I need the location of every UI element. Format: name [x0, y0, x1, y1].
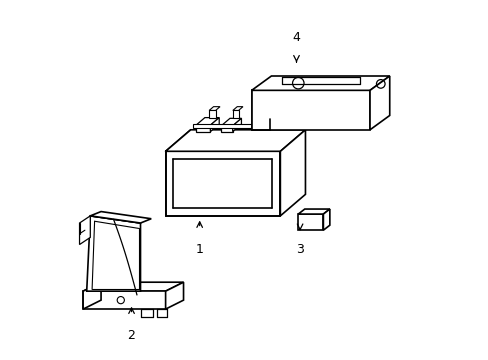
- Polygon shape: [251, 90, 369, 130]
- Polygon shape: [369, 76, 389, 130]
- Polygon shape: [232, 118, 241, 132]
- Polygon shape: [280, 130, 305, 216]
- Polygon shape: [83, 282, 101, 309]
- Polygon shape: [165, 151, 280, 216]
- Polygon shape: [165, 130, 305, 151]
- Polygon shape: [80, 216, 90, 244]
- Text: 3: 3: [296, 243, 304, 256]
- Polygon shape: [83, 291, 165, 309]
- Polygon shape: [298, 214, 323, 230]
- Polygon shape: [209, 107, 220, 111]
- Polygon shape: [298, 209, 329, 214]
- Polygon shape: [165, 282, 183, 309]
- Polygon shape: [86, 216, 140, 291]
- Polygon shape: [209, 111, 215, 118]
- Polygon shape: [210, 118, 219, 132]
- Polygon shape: [196, 125, 210, 132]
- Polygon shape: [196, 118, 219, 125]
- Text: 1: 1: [195, 243, 203, 256]
- Polygon shape: [90, 212, 151, 223]
- Polygon shape: [232, 107, 243, 111]
- Text: 2: 2: [127, 329, 135, 342]
- Polygon shape: [83, 282, 183, 291]
- Polygon shape: [192, 125, 301, 128]
- Polygon shape: [251, 76, 389, 90]
- Polygon shape: [232, 111, 238, 118]
- Polygon shape: [221, 118, 241, 126]
- Polygon shape: [221, 126, 232, 132]
- Polygon shape: [323, 209, 329, 230]
- Text: 4: 4: [292, 31, 300, 44]
